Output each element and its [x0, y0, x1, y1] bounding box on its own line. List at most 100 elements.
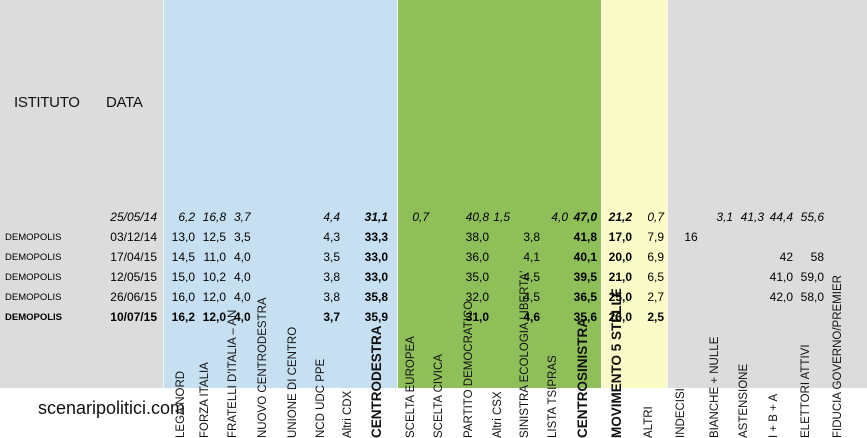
header-altri-cdx: Altri CDX: [342, 390, 354, 438]
cell-centrodestra: 35,9: [364, 310, 388, 324]
cell-lega-nord: 13,0: [171, 230, 195, 244]
cell-pd: 40,8: [465, 210, 489, 224]
cell-astensione: 41,3: [740, 210, 764, 224]
cell-data: 17/04/15: [110, 250, 157, 264]
header-indecisi: INDECISI: [675, 388, 687, 438]
cell-sel: 4,5: [523, 270, 540, 284]
cell-data: 03/12/14: [110, 230, 157, 244]
cell-sel: 4,1: [523, 250, 540, 264]
cell-ncd-udc-ppe: 3,8: [323, 270, 340, 284]
cell-forza-italia: 12,5: [202, 230, 226, 244]
table-row: DEMOPOLIS 26/06/15 16,0 12,0 4,0 3,8 35,…: [0, 288, 867, 307]
cell-forza-italia: 16,8: [202, 210, 226, 224]
cell-data: 25/05/14: [110, 210, 157, 224]
cell-centrodestra: 33,3: [364, 230, 388, 244]
cell-fratelli-italia: 3,5: [234, 230, 251, 244]
cell-sel: 4,6: [523, 310, 540, 324]
cell-istituto: DEMOPOLIS: [5, 272, 62, 283]
table-row: DEMOPOLIS 12/05/15 15,0 10,2 4,0 3,8 33,…: [0, 268, 867, 287]
cell-istituto: DEMOPOLIS: [5, 292, 62, 303]
cell-data: 12/05/15: [110, 270, 157, 284]
cell-centrodestra: 33,0: [364, 270, 388, 284]
table-row: 25/05/14 6,2 16,8 3,7 4,4 31,1 0,7 40,8 …: [0, 208, 867, 227]
cell-istituto: DEMOPOLIS: [5, 232, 62, 243]
cell-pd: 36,0: [465, 250, 489, 264]
header-i-b-a: I + B + A: [768, 393, 780, 438]
cell-ncd-udc-ppe: 3,7: [323, 310, 340, 324]
cell-altri: 0,7: [647, 210, 664, 224]
header-scelta-europea: SCELTA EUROPEA: [405, 336, 417, 438]
header-altri: ALTRI: [643, 406, 655, 438]
cell-centrodestra: 33,0: [364, 250, 388, 264]
header-data: DATA: [106, 94, 143, 111]
cell-fratelli-italia: 4,0: [234, 270, 251, 284]
cell-altri: 2,7: [647, 290, 664, 304]
cell-indecisi: 16: [684, 230, 698, 244]
cell-ncd-udc-ppe: 3,5: [323, 250, 340, 264]
cell-forza-italia: 12,0: [202, 290, 226, 304]
cell-i-b-a: 42,0: [769, 290, 793, 304]
header-centrodestra: CENTRODESTRA: [369, 325, 384, 438]
header-centrosinistra: CENTROSINISTRA: [575, 317, 590, 438]
cell-scelta-europea: 0,7: [412, 210, 429, 224]
cell-fratelli-italia: 4,0: [234, 290, 251, 304]
cell-lega-nord: 6,2: [178, 210, 195, 224]
column-separator: [397, 0, 398, 388]
cell-pd: 31,0: [465, 310, 489, 324]
cell-pd: 35,0: [465, 270, 489, 284]
cell-forza-italia: 10,2: [202, 270, 226, 284]
cell-lega-nord: 16,0: [171, 290, 195, 304]
cell-ncd-udc-ppe: 3,8: [323, 290, 340, 304]
cell-altri: 6,5: [647, 270, 664, 284]
cell-i-b-a: 44,4: [769, 210, 793, 224]
cell-data: 10/07/15: [110, 310, 157, 324]
header-ncd-udc-ppe: NCD UDC PPE: [315, 358, 327, 438]
header-altri-csx: Altri CSX: [492, 391, 504, 438]
header-band-gray-left: [0, 0, 163, 388]
cell-ncd-udc-ppe: 4,4: [323, 210, 340, 224]
cell-istituto: DEMOPOLIS: [5, 252, 62, 263]
cell-pd: 38,0: [465, 230, 489, 244]
cell-altri: 7,9: [647, 230, 664, 244]
header-bianche-nulle: BIANCHE + NULLE: [709, 336, 721, 438]
header-lista-tsipras: LISTA TSIPRAS: [547, 355, 559, 438]
column-separator: [667, 0, 668, 388]
table-row: DEMOPOLIS 03/12/14 13,0 12,5 3,5 4,3 33,…: [0, 228, 867, 247]
cell-m5s: 21,2: [608, 210, 632, 224]
cell-fratelli-italia: 4,0: [234, 310, 251, 324]
centrodestra-band: [163, 0, 397, 388]
cell-centrosinistra: 39,5: [573, 270, 597, 284]
cell-sel: 4,5: [523, 290, 540, 304]
cell-elettori-attivi: 58,0: [800, 290, 824, 304]
column-separator: [163, 0, 164, 388]
cell-elettori-attivi: 55,6: [800, 210, 824, 224]
header-scelta-civica: SCELTA CIVICA: [433, 354, 445, 438]
cell-m5s: 21,0: [608, 270, 632, 284]
cell-m5s: 25,0: [608, 290, 632, 304]
header-unione-di-centro: UNIONE DI CENTRO: [287, 326, 299, 438]
cell-m5s: 17,0: [608, 230, 632, 244]
cell-forza-italia: 11,0: [203, 250, 226, 264]
cell-elettori-attivi: 59,0: [800, 270, 824, 284]
cell-m5s: 26,0: [608, 310, 632, 324]
cell-lega-nord: 14,5: [171, 250, 195, 264]
cell-i-b-a: 42: [779, 250, 793, 264]
cell-centrosinistra: 35,6: [573, 310, 597, 324]
cell-lega-nord: 15,0: [171, 270, 195, 284]
m5s-band: [601, 0, 667, 388]
cell-istituto: [5, 208, 95, 227]
cell-centrodestra: 31,1: [364, 210, 388, 224]
header-band-gray-right: [667, 0, 867, 388]
header-forza-italia: FORZA ITALIA: [199, 362, 211, 438]
cell-fratelli-italia: 4,0: [234, 250, 251, 264]
column-separator: [601, 0, 602, 388]
cell-istituto: DEMOPOLIS: [5, 312, 63, 323]
centrosinistra-band: [397, 0, 601, 388]
cell-forza-italia: 12,0: [202, 310, 226, 324]
header-fratelli-italia: FRATELLI D'ITALIA – AN: [227, 309, 239, 438]
cell-centrosinistra: 40,1: [573, 250, 597, 264]
header-elettori-attivi: ELETTORI ATTIVI: [800, 344, 812, 438]
cell-lista-tsipras: 4,0: [551, 210, 568, 224]
cell-bianche-nulle: 3,1: [716, 210, 733, 224]
cell-m5s: 20,0: [608, 250, 632, 264]
